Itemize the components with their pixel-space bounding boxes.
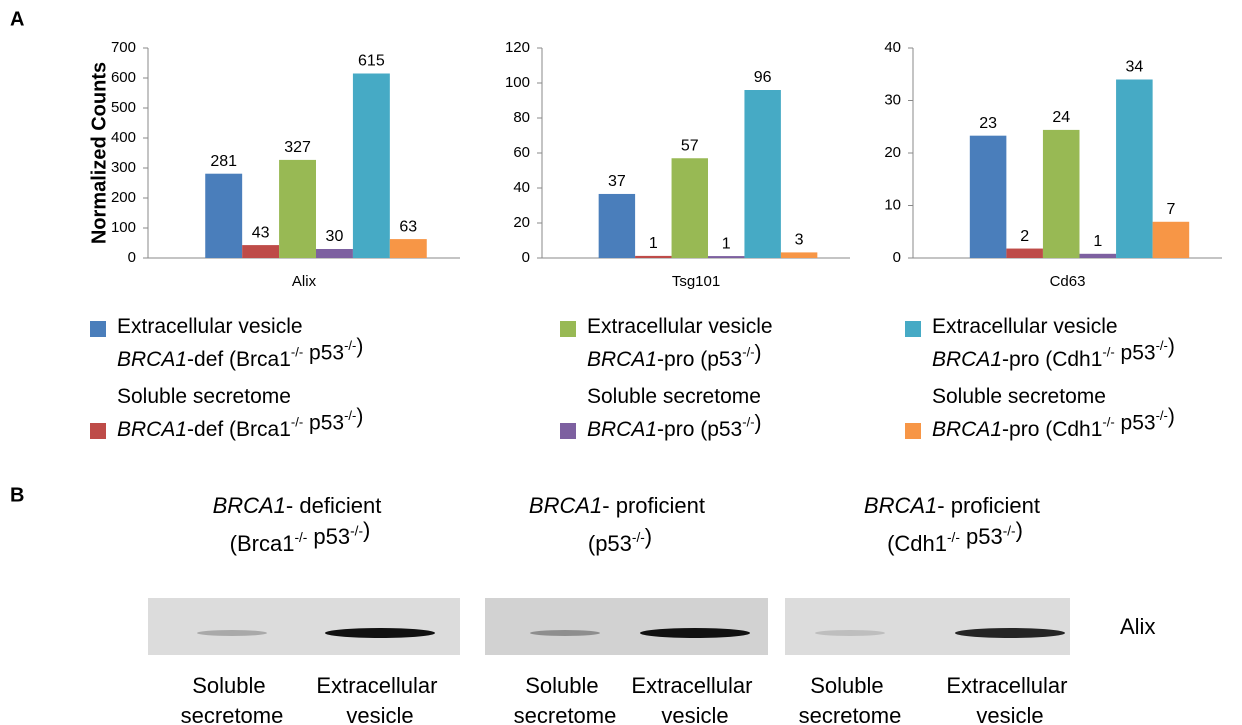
- bar: [780, 252, 818, 258]
- lane-label: Soluble secretome: [514, 673, 617, 725]
- value-label: 1: [1093, 233, 1102, 250]
- value-label: 24: [1052, 109, 1070, 126]
- y-axis-label: Normalized Counts: [88, 62, 110, 244]
- legend-swatch: [560, 321, 576, 337]
- blot-image: [148, 598, 460, 655]
- value-label: 1: [722, 235, 731, 252]
- legend-swatch: [560, 423, 576, 439]
- y-tick-label: 700: [111, 39, 136, 56]
- y-tick-label: 600: [111, 69, 136, 86]
- legend-swatch: [90, 423, 106, 439]
- value-label: 96: [754, 69, 772, 86]
- value-label: 2: [1020, 228, 1029, 245]
- blot-title: BRCA1- proficient (Cdh1-/- p53-/-): [864, 493, 1046, 556]
- y-tick-label: 500: [111, 99, 136, 116]
- blot-image: [485, 598, 768, 655]
- blot-title: BRCA1- deficient (Brca1-/- p53-/-): [213, 493, 388, 556]
- y-tick-label: 200: [111, 189, 136, 206]
- lane-label: Extracellular vesicle: [631, 673, 758, 725]
- x-tick-label: Tsg101: [672, 273, 720, 290]
- y-tick-label: 100: [505, 74, 530, 91]
- value-label: 23: [979, 115, 997, 132]
- value-label: 1: [649, 235, 658, 252]
- value-label: 37: [608, 173, 626, 190]
- y-tick-label: 80: [513, 109, 530, 126]
- bar: [1042, 129, 1080, 258]
- blot-image: [785, 598, 1070, 655]
- y-tick-label: 0: [128, 249, 136, 266]
- legend-swatch: [905, 423, 921, 439]
- panel-label: B: [10, 484, 24, 506]
- blot-band: [530, 630, 600, 636]
- bar: [279, 159, 316, 258]
- lane-label: Extracellular vesicle: [316, 673, 443, 725]
- value-label: 327: [284, 139, 311, 156]
- lane-label: Soluble secretome: [181, 673, 284, 725]
- y-tick-label: 120: [505, 39, 530, 56]
- protein-label: Alix: [1120, 614, 1155, 639]
- y-tick-label: 60: [513, 144, 530, 161]
- value-label: 30: [326, 228, 344, 245]
- y-tick-label: 0: [893, 249, 901, 266]
- value-label: 615: [358, 53, 385, 70]
- y-tick-label: 40: [513, 179, 530, 196]
- value-label: 63: [399, 218, 417, 235]
- legend-swatch: [90, 321, 106, 337]
- bar: [1079, 253, 1117, 258]
- bar: [205, 173, 243, 258]
- blot-band: [197, 630, 267, 636]
- bar: [1152, 221, 1190, 258]
- bar: [598, 193, 636, 258]
- bar: [708, 256, 745, 258]
- bar: [969, 135, 1007, 258]
- y-tick-label: 30: [884, 91, 901, 108]
- legend-label: Soluble secretome BRCA1-def (Brca1-/- p5…: [117, 385, 363, 441]
- bar: [744, 90, 781, 258]
- blot-band: [325, 628, 435, 638]
- y-tick-label: 20: [513, 214, 530, 231]
- value-label: 43: [252, 224, 270, 241]
- lane-label: Extracellular vesicle: [946, 673, 1073, 725]
- blot-band: [955, 628, 1065, 638]
- legend-label: Soluble secretome BRCA1-pro (Cdh1-/- p53…: [932, 385, 1175, 441]
- y-tick-label: 40: [884, 39, 901, 56]
- legend-swatch: [905, 321, 921, 337]
- x-tick-label: Cd63: [1050, 273, 1086, 290]
- blot-band: [640, 628, 750, 638]
- bar: [316, 249, 353, 258]
- value-label: 7: [1166, 201, 1175, 218]
- bar: [389, 239, 427, 258]
- legend-label: Extracellular vesicle BRCA1-def (Brca1-/…: [117, 315, 363, 371]
- bar: [671, 158, 708, 258]
- legend-label: Extracellular vesicle BRCA1-pro (p53-/-): [587, 315, 778, 371]
- y-tick-label: 400: [111, 129, 136, 146]
- blot-band: [815, 630, 885, 636]
- y-tick-label: 100: [111, 219, 136, 236]
- bar: [352, 73, 390, 258]
- lane-label: Soluble secretome: [799, 673, 902, 725]
- value-label: 34: [1125, 59, 1143, 76]
- value-label: 57: [681, 137, 699, 154]
- blot-title: BRCA1- proficient (p53-/-): [529, 493, 711, 556]
- bar: [1006, 248, 1043, 258]
- bar: [1116, 79, 1153, 258]
- value-label: 281: [210, 153, 237, 170]
- y-tick-label: 0: [522, 249, 530, 266]
- y-tick-label: 10: [884, 196, 901, 213]
- x-tick-label: Alix: [292, 273, 317, 290]
- y-tick-label: 300: [111, 159, 136, 176]
- value-label: 3: [795, 232, 804, 249]
- legend-label: Soluble secretome BRCA1-pro (p53-/-): [587, 385, 767, 441]
- panel-label: A: [10, 8, 24, 30]
- y-tick-label: 20: [884, 144, 901, 161]
- bar: [635, 255, 672, 258]
- bar: [242, 245, 280, 258]
- legend-label: Extracellular vesicle BRCA1-pro (Cdh1-/-…: [932, 315, 1175, 371]
